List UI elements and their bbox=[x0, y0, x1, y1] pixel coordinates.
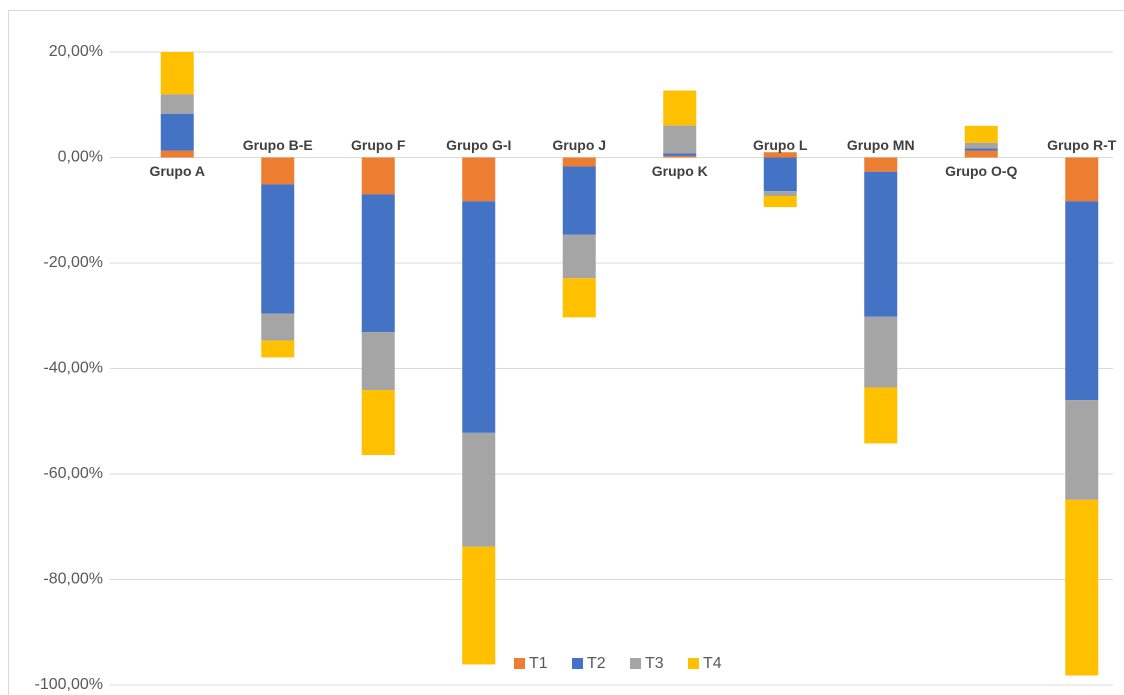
bar-segment bbox=[261, 313, 295, 341]
bar-segment bbox=[1065, 157, 1099, 202]
bar-segment bbox=[964, 142, 998, 149]
bar-segment bbox=[261, 184, 295, 314]
bar-segment bbox=[663, 125, 697, 154]
x-tick-label: Grupo J bbox=[552, 137, 606, 153]
x-tick-label: Grupo F bbox=[351, 137, 406, 153]
bar-segment bbox=[964, 148, 998, 151]
bar-segment bbox=[160, 94, 194, 114]
y-tick-label: 20,00% bbox=[49, 43, 103, 60]
legend-label: T1 bbox=[529, 655, 548, 672]
bar-segment bbox=[562, 157, 596, 167]
legend-label: T2 bbox=[587, 655, 606, 672]
x-tick-label: Grupo O-Q bbox=[945, 163, 1017, 179]
bar-segment bbox=[361, 194, 395, 333]
y-tick-label: -60,00% bbox=[43, 465, 103, 482]
bar-segment bbox=[763, 191, 797, 197]
bar-segment bbox=[864, 157, 898, 172]
legend-swatch bbox=[514, 658, 525, 669]
bar-segment bbox=[763, 157, 797, 192]
bar-segment bbox=[462, 157, 496, 202]
x-tick-label: Grupo L bbox=[753, 137, 808, 153]
y-tick-label: -100,00% bbox=[35, 676, 104, 693]
bar-segment bbox=[160, 150, 194, 158]
legend-label: T3 bbox=[645, 655, 664, 672]
bar-segment bbox=[864, 387, 898, 444]
bar-segment bbox=[261, 340, 295, 358]
bar-segment bbox=[562, 234, 596, 279]
bar-segment bbox=[160, 52, 194, 95]
x-tick-label: Grupo A bbox=[150, 163, 205, 179]
bar-segment bbox=[763, 152, 797, 158]
y-tick-label: -40,00% bbox=[43, 360, 103, 377]
bar-segment bbox=[562, 278, 596, 318]
bar-segment bbox=[663, 153, 697, 156]
bar-segment bbox=[864, 171, 898, 317]
bar-segment bbox=[562, 166, 596, 235]
bar-segment bbox=[663, 155, 697, 158]
bar-segment bbox=[1065, 400, 1099, 500]
x-tick-label: Grupo R-T bbox=[1047, 137, 1117, 153]
y-tick-label: 0,00% bbox=[58, 149, 103, 166]
bar-segment bbox=[160, 113, 194, 151]
x-tick-label: Grupo G-I bbox=[446, 137, 511, 153]
chart-frame bbox=[8, 10, 1124, 695]
bar-segment bbox=[462, 546, 496, 665]
bar-segment bbox=[864, 316, 898, 388]
bar-segment bbox=[1065, 499, 1099, 676]
bar-segment bbox=[261, 157, 295, 185]
bar-segment bbox=[361, 390, 395, 456]
legend-swatch bbox=[688, 658, 699, 669]
bar-segment bbox=[763, 196, 797, 208]
y-tick-label: -80,00% bbox=[43, 571, 103, 588]
legend-label: T4 bbox=[703, 655, 722, 672]
x-tick-label: Grupo MN bbox=[847, 137, 915, 153]
bar-segment bbox=[1065, 201, 1099, 401]
x-tick-label: Grupo B-E bbox=[243, 137, 313, 153]
bar-segment bbox=[462, 432, 496, 547]
bar-segment bbox=[964, 150, 998, 158]
bar-segment bbox=[361, 157, 395, 195]
bar-segment bbox=[663, 90, 697, 126]
bar-segment bbox=[964, 125, 998, 143]
bar-segment bbox=[462, 201, 496, 433]
legend-swatch bbox=[572, 658, 583, 669]
y-tick-label: -20,00% bbox=[43, 254, 103, 271]
legend-swatch bbox=[630, 658, 641, 669]
bar-segment bbox=[361, 332, 395, 391]
x-tick-label: Grupo K bbox=[652, 163, 708, 179]
